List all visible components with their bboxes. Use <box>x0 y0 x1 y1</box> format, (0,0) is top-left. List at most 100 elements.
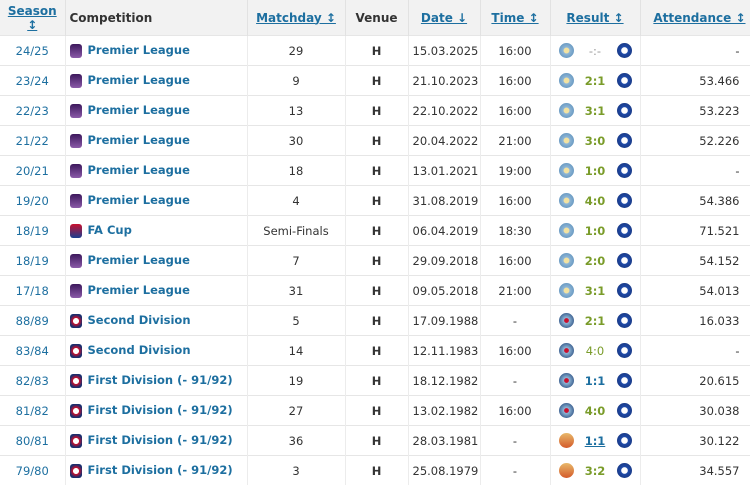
table-row: 79/80 First Division (- 91/92) 3 H 25.08… <box>0 455 750 485</box>
table-row: 20/21 Premier League 18 H 13.01.2021 19:… <box>0 155 750 186</box>
away-team-badge-icon[interactable] <box>616 433 632 448</box>
away-team-badge-icon[interactable] <box>616 133 632 148</box>
date: 09.05.2018 <box>408 275 481 306</box>
home-team-badge-icon[interactable] <box>558 463 574 478</box>
away-team-badge-icon[interactable] <box>616 403 632 418</box>
venue: H <box>345 65 409 96</box>
home-team-badge-icon[interactable] <box>558 163 574 178</box>
season: 20/21 <box>0 155 66 186</box>
result-score[interactable]: 4:0 <box>585 343 605 358</box>
away-team-badge-icon[interactable] <box>616 373 632 388</box>
table-row: 82/83 First Division (- 91/92) 19 H 18.1… <box>0 365 750 396</box>
result-score[interactable]: 4:0 <box>584 193 606 208</box>
competition-link[interactable]: Premier League <box>87 253 190 268</box>
result-score[interactable]: 4:0 <box>584 403 606 418</box>
result-score[interactable]: 3:0 <box>584 133 606 148</box>
competition-logo-icon <box>69 463 82 478</box>
result-score[interactable]: 1:1 <box>584 373 606 388</box>
time: 16:00 <box>480 395 551 426</box>
home-team-badge-icon[interactable] <box>558 283 574 298</box>
competition-link[interactable]: First Division (- 91/92) <box>87 463 233 478</box>
competition-link[interactable]: Second Division <box>87 343 191 358</box>
date: 13.01.2021 <box>408 155 481 186</box>
result-score[interactable]: 3:2 <box>584 463 606 478</box>
home-team-badge-icon[interactable] <box>558 373 574 388</box>
competition-logo-icon <box>69 163 82 178</box>
attendance: 20.615 <box>640 365 750 396</box>
attendance: 16.033 <box>640 305 750 336</box>
attendance: - <box>640 335 750 366</box>
result-score[interactable]: 2:1 <box>584 73 606 88</box>
home-team-badge-icon[interactable] <box>558 133 574 148</box>
competition-link[interactable]: Premier League <box>87 163 190 178</box>
competition-link[interactable]: Second Division <box>87 313 191 328</box>
away-team-badge-icon[interactable] <box>616 103 632 118</box>
home-team-badge-icon[interactable] <box>558 313 574 328</box>
attendance: 30.122 <box>640 425 750 456</box>
table-row: 19/20 Premier League 4 H 31.08.2019 16:0… <box>0 185 750 216</box>
away-team-badge-icon[interactable] <box>616 223 632 238</box>
home-team-badge-icon[interactable] <box>558 223 574 238</box>
time: - <box>480 305 551 336</box>
date: 28.03.1981 <box>408 425 481 456</box>
sort-attendance[interactable]: Attendance ↕ <box>653 10 746 25</box>
away-team-badge-icon[interactable] <box>616 313 632 328</box>
result-score[interactable]: 2:0 <box>584 253 606 268</box>
venue: H <box>345 35 409 66</box>
result-score[interactable]: 1:0 <box>584 223 606 238</box>
sort-date[interactable]: Date ↓ <box>420 10 468 25</box>
table-row: 17/18 Premier League 31 H 09.05.2018 21:… <box>0 275 750 306</box>
result-score[interactable]: 3:1 <box>584 283 606 298</box>
date: 13.02.1982 <box>408 395 481 426</box>
sort-time[interactable]: Time ↕ <box>491 10 539 25</box>
competition-link[interactable]: First Division (- 91/92) <box>87 373 233 388</box>
competition-link[interactable]: Premier League <box>87 73 190 88</box>
home-team-badge-icon[interactable] <box>558 343 574 358</box>
home-team-badge-icon[interactable] <box>558 403 574 418</box>
competition-logo-icon <box>69 43 82 58</box>
result-score[interactable]: 3:1 <box>584 103 606 118</box>
away-team-badge-icon[interactable] <box>616 73 632 88</box>
date: 20.04.2022 <box>408 125 481 156</box>
sort-matchday[interactable]: Matchday ↕ <box>256 10 336 25</box>
competition-link[interactable]: First Division (- 91/92) <box>87 433 233 448</box>
result-score[interactable]: -:- <box>588 43 602 58</box>
away-team-badge-icon[interactable] <box>616 283 632 298</box>
venue: H <box>345 335 409 366</box>
sort-result[interactable]: Result ↕ <box>566 10 624 25</box>
date: 21.10.2023 <box>408 65 481 96</box>
venue: H <box>345 365 409 396</box>
competition-link[interactable]: Premier League <box>87 133 190 148</box>
matchday: 36 <box>247 425 346 456</box>
competition-link[interactable]: Premier League <box>87 43 190 58</box>
competition-link[interactable]: First Division (- 91/92) <box>87 403 233 418</box>
away-team-badge-icon[interactable] <box>616 193 632 208</box>
home-team-badge-icon[interactable] <box>558 433 574 448</box>
away-team-badge-icon[interactable] <box>616 43 632 58</box>
venue: H <box>345 125 409 156</box>
home-team-badge-icon[interactable] <box>558 43 574 58</box>
home-team-badge-icon[interactable] <box>558 103 574 118</box>
home-team-badge-icon[interactable] <box>558 193 574 208</box>
date: 31.08.2019 <box>408 185 481 216</box>
season: 88/89 <box>0 305 66 336</box>
competition-link[interactable]: Premier League <box>87 103 190 118</box>
result-score[interactable]: 2:1 <box>584 313 606 328</box>
away-team-badge-icon[interactable] <box>616 163 632 178</box>
home-team-badge-icon[interactable] <box>558 253 574 268</box>
matchday: 18 <box>247 155 346 186</box>
away-team-badge-icon[interactable] <box>616 253 632 268</box>
competition-logo-icon <box>69 193 82 208</box>
away-team-badge-icon[interactable] <box>616 343 632 358</box>
time: 16:00 <box>480 95 551 126</box>
home-team-badge-icon[interactable] <box>558 73 574 88</box>
matchday: 9 <box>247 65 346 96</box>
competition-link[interactable]: Premier League <box>87 193 190 208</box>
away-team-badge-icon[interactable] <box>616 463 632 478</box>
competition-link[interactable]: Premier League <box>87 283 190 298</box>
result-score[interactable]: 1:1 <box>584 433 606 448</box>
competition-link[interactable]: FA Cup <box>87 223 132 238</box>
venue: H <box>345 215 409 246</box>
result-score[interactable]: 1:0 <box>584 163 606 178</box>
sort-season[interactable]: Season ↕ <box>7 3 57 32</box>
